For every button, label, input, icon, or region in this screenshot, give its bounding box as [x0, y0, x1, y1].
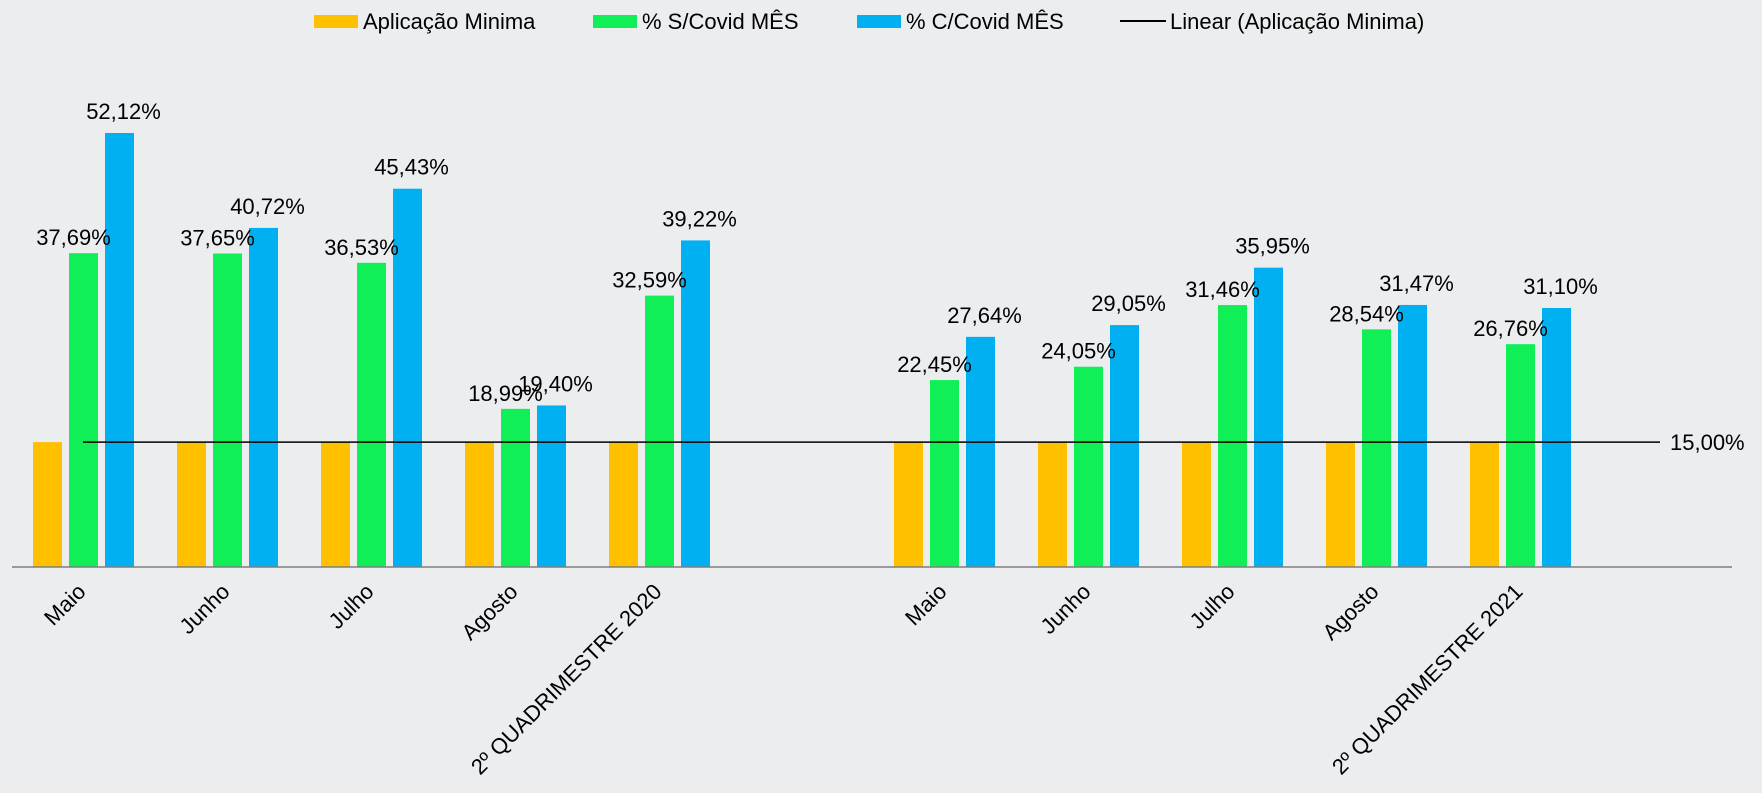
data-label-2-6: 29,05% — [1091, 291, 1166, 316]
trendline: 15,00% — [83, 430, 1745, 455]
bar-2-4 — [681, 240, 710, 568]
data-label-2-3: 19,40% — [518, 371, 593, 396]
bar-0-9 — [1470, 442, 1499, 567]
data-label-2-2: 45,43% — [374, 155, 449, 180]
bar-2-6 — [1110, 325, 1139, 567]
data-label-1-4: 32,59% — [612, 268, 687, 293]
legend-swatch-1 — [593, 15, 637, 28]
bar-2-1 — [249, 227, 278, 567]
x-tick-label-8: Agosto — [1317, 579, 1383, 645]
legend: Aplicação Minima % S/Covid MÊS % C/Covid M… — [314, 9, 1424, 34]
data-label-2-4: 39,22% — [662, 206, 737, 231]
bar-0-8 — [1326, 442, 1355, 567]
bar-0-2 — [321, 442, 350, 567]
bar-1-5 — [930, 380, 959, 567]
data-label-1-2: 36,53% — [324, 235, 399, 260]
data-label-2-5: 27,64% — [947, 303, 1022, 328]
data-label-1-6: 24,05% — [1041, 339, 1116, 364]
legend-swatch-0 — [314, 15, 358, 28]
bar-2-2 — [393, 188, 422, 567]
x-tick-label-2: Julho — [324, 579, 379, 634]
bar-1-2 — [357, 262, 386, 567]
bar-2-0 — [105, 133, 134, 567]
data-label-2-0: 52,12% — [86, 99, 161, 124]
bar-2-9 — [1542, 308, 1571, 567]
data-label-1-3: 18,99% — [468, 381, 543, 406]
x-tick-label-7: Julho — [1185, 579, 1240, 634]
bar-0-5 — [894, 442, 923, 567]
legend-swatch-2 — [857, 15, 901, 28]
x-tick-label-6: Junho — [1035, 579, 1095, 639]
bar-0-7 — [1182, 442, 1211, 567]
data-label-2-9: 31,10% — [1523, 274, 1598, 299]
data-label-2-8: 31,47% — [1379, 271, 1454, 296]
legend-trend-label: Linear (Aplicação Minima) — [1170, 9, 1424, 34]
bar-1-7 — [1218, 305, 1247, 567]
bar-0-3 — [465, 442, 494, 567]
legend-label-2: % C/Covid MÊS — [906, 9, 1064, 34]
data-label-2-7: 35,95% — [1235, 234, 1310, 259]
bar-1-4 — [645, 295, 674, 567]
bar-2-5 — [966, 336, 995, 567]
bar-1-9 — [1506, 344, 1535, 567]
data-labels: 37,69% 52,12% 37,65% 40,72% 36,53% 45,43% 18,9… — [36, 99, 1598, 406]
data-label-1-1: 37,65% — [180, 225, 255, 250]
bar-1-0 — [69, 253, 98, 567]
x-tick-label-0: Maio — [39, 579, 90, 630]
data-label-2-1: 40,72% — [230, 194, 305, 219]
bar-0-4 — [609, 442, 638, 567]
bar-2-8 — [1398, 304, 1427, 567]
data-label-1-5: 22,45% — [897, 352, 972, 377]
x-tick-label-5: Maio — [900, 579, 951, 630]
bar-0-0 — [33, 442, 62, 567]
bars — [33, 133, 1571, 568]
trendline-label: 15,00% — [1670, 430, 1745, 455]
x-tick-label-3: Agosto — [456, 579, 522, 645]
legend-label-1: % S/Covid MÊS — [642, 9, 799, 34]
bar-1-6 — [1074, 366, 1103, 567]
data-label-1-9: 26,76% — [1473, 316, 1548, 341]
bar-1-3 — [501, 408, 530, 567]
bar-0-6 — [1038, 442, 1067, 567]
bar-1-8 — [1362, 329, 1391, 567]
x-tick-label-1: Junho — [174, 579, 234, 639]
legend-label-0: Aplicação Minima — [363, 9, 536, 34]
data-label-1-8: 28,54% — [1329, 301, 1404, 326]
bar-0-1 — [177, 442, 206, 567]
data-label-1-7: 31,46% — [1185, 277, 1260, 302]
data-label-1-0: 37,69% — [36, 225, 111, 250]
bar-2-3 — [537, 405, 566, 567]
bar-1-1 — [213, 253, 242, 567]
bar-2-7 — [1254, 267, 1283, 567]
